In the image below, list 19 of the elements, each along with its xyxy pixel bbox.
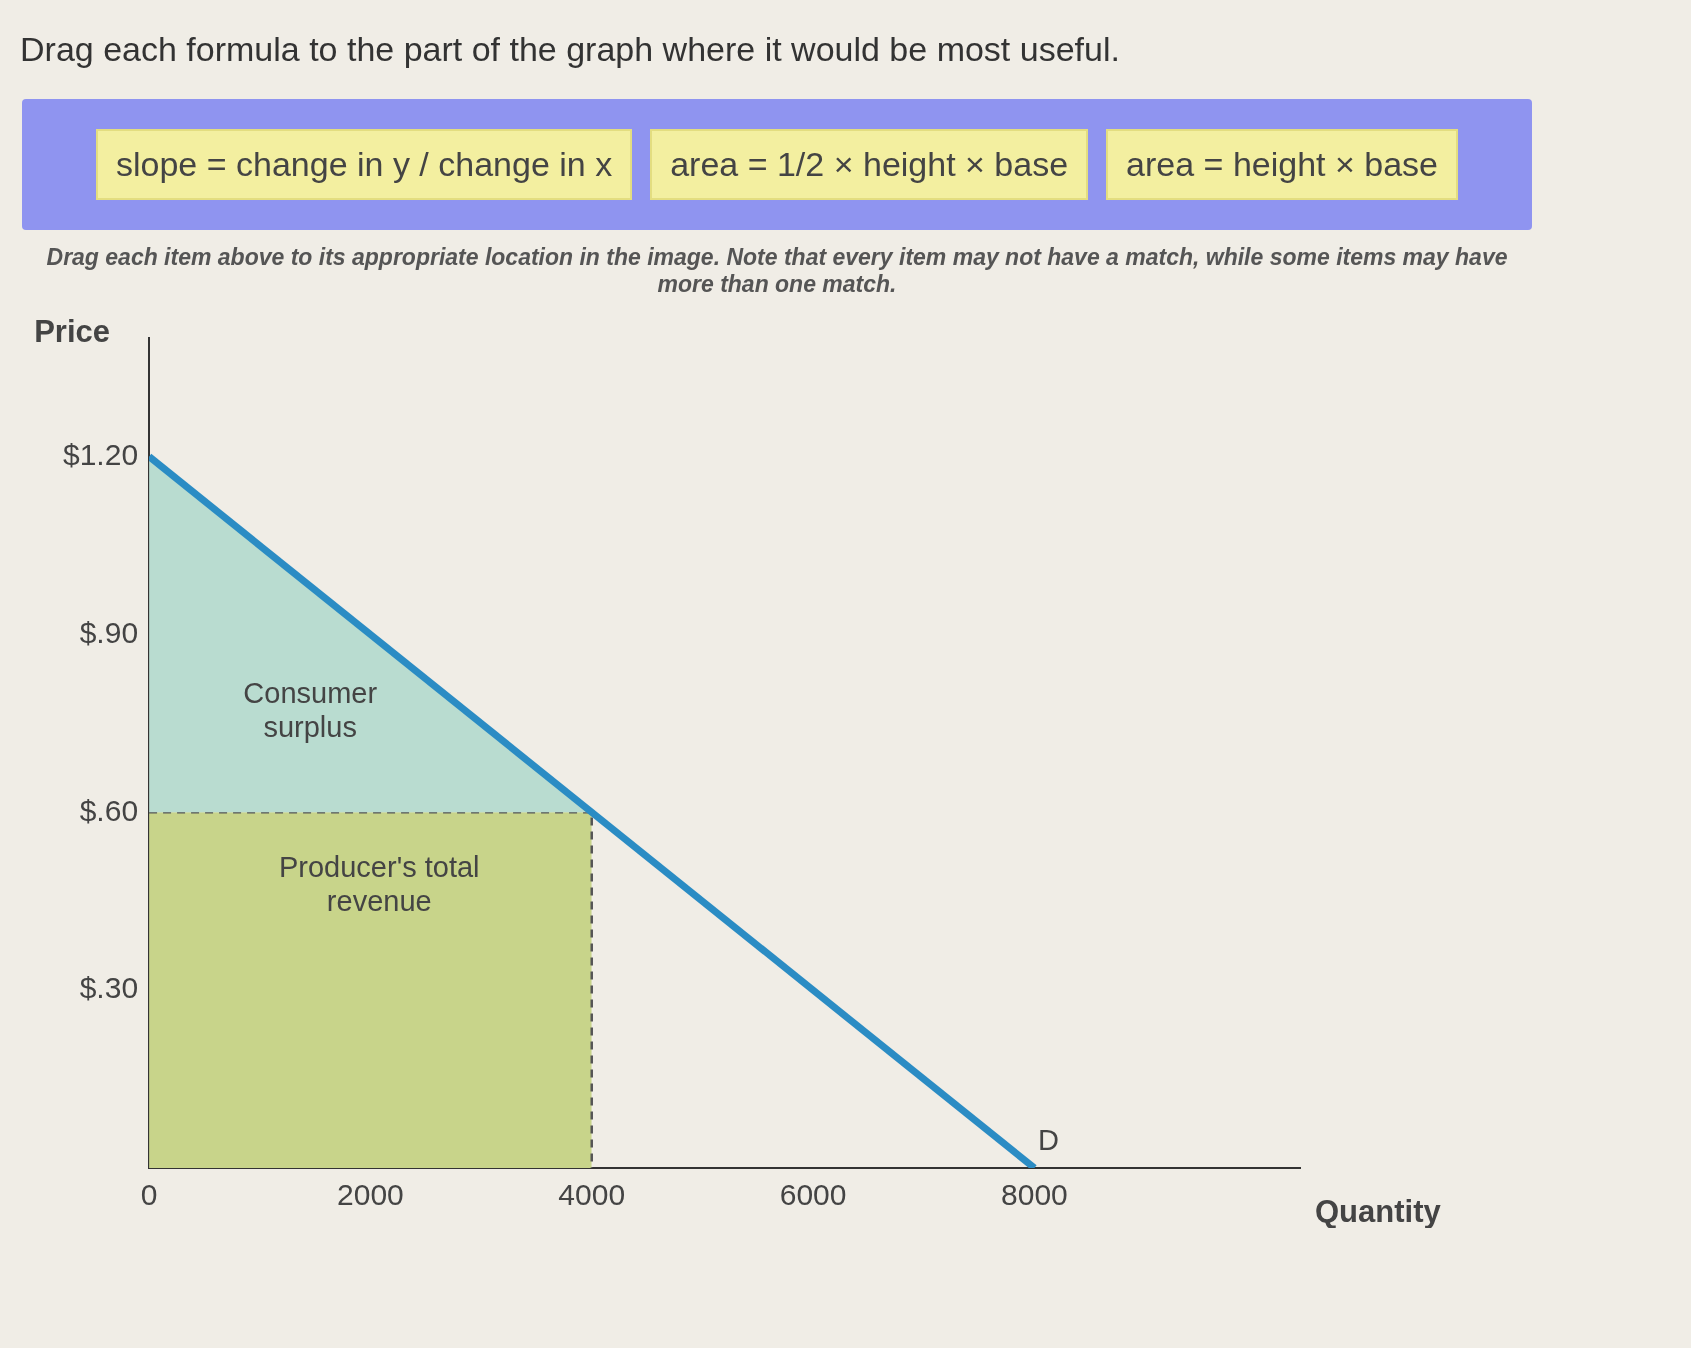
annotation: Consumer surplus [243,677,378,744]
y-axis-title: Price [34,313,110,349]
chart-subtitle: Drag each item above to its appropriate location in the image. Note that every item may not have a match, while some items may have more than one match. [45,244,1509,298]
annotation: D [1037,1124,1059,1156]
y-tick-label: $.60 [79,793,139,827]
x-tick-label: 6000 [779,1178,847,1212]
x-axis-title: Quantity [1315,1193,1442,1229]
text: slope = change in y / change in x [95,129,633,200]
chart-title: Drag each formula to the part of the graph where it would be most useful. [19,29,1121,70]
x-tick-label: 2000 [337,1178,404,1212]
x-tick-label: 0 [140,1178,158,1212]
y-tick-label: $.30 [79,971,139,1005]
x-tick-label: 8000 [1001,1178,1068,1212]
x-tick-label: 4000 [558,1178,626,1212]
text: area = 1/2 × height × base [650,129,1089,200]
annotation: Producer's total revenue [278,851,480,918]
y-tick-label: $1.20 [63,437,139,471]
y-tick-label: $.90 [79,615,139,649]
text: area = height × base [1106,129,1459,200]
